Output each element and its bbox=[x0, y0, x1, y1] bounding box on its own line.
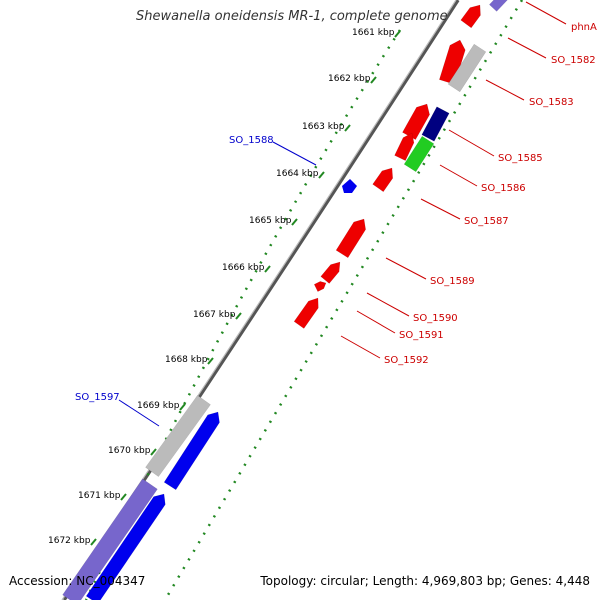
tick-label: 1667 kbp bbox=[193, 310, 236, 320]
gene-arrow bbox=[62, 478, 158, 600]
gene-arrow bbox=[293, 297, 319, 329]
gene-arrow bbox=[85, 493, 166, 600]
gene-label: SO_1592 bbox=[384, 355, 429, 366]
tick-mark bbox=[207, 357, 214, 365]
tick-mark bbox=[235, 312, 242, 320]
tick-mark bbox=[344, 124, 351, 132]
tick-mark bbox=[370, 76, 377, 84]
gene-arrow bbox=[145, 394, 211, 478]
gene-leader-line bbox=[448, 129, 495, 157]
gene-label: SO_1591 bbox=[399, 330, 444, 341]
tick-track-inner bbox=[84, 29, 402, 600]
gene-leader-line bbox=[366, 292, 410, 317]
tick-label: 1665 kbp bbox=[249, 216, 292, 226]
gene-label: SO_1582 bbox=[551, 55, 596, 66]
gene-label: SO_1587 bbox=[464, 216, 509, 227]
gene-label: SO_1583 bbox=[529, 97, 574, 108]
gene-arrow bbox=[394, 132, 415, 161]
map-title: Shewanella oneidensis MR-1, complete gen… bbox=[136, 9, 448, 24]
gene-arrow bbox=[163, 411, 220, 491]
gene-leader-line bbox=[525, 1, 567, 25]
gene-label: SO_1590 bbox=[413, 313, 458, 324]
gene-label: SO_1588 bbox=[229, 135, 274, 146]
gene-leader-line bbox=[272, 141, 317, 166]
gene-arrow bbox=[313, 281, 327, 292]
tick-label: 1671 kbp bbox=[78, 491, 121, 501]
gene-arrow bbox=[403, 135, 435, 173]
tick-mark bbox=[264, 265, 271, 273]
gene-arrow bbox=[372, 167, 393, 193]
tick-mark bbox=[90, 538, 97, 546]
gene-leader-line bbox=[420, 198, 461, 220]
gene-arrow bbox=[402, 103, 430, 141]
tick-mark bbox=[291, 218, 298, 226]
gene-leader-line bbox=[385, 257, 427, 280]
tick-label: 1661 kbp bbox=[352, 28, 395, 38]
gene-arrow bbox=[421, 106, 450, 142]
tick-label: 1672 kbp bbox=[48, 536, 91, 546]
gene-label: phnA bbox=[571, 22, 597, 33]
tick-mark bbox=[318, 171, 325, 179]
gene-arrow bbox=[489, 0, 508, 12]
gene-arrow bbox=[447, 43, 487, 93]
accession-text: Accession: NC_004347 bbox=[9, 574, 146, 588]
gene-label: SO_1586 bbox=[481, 183, 526, 194]
gene-arrow bbox=[335, 218, 366, 259]
tick-mark bbox=[120, 493, 127, 501]
tick-mark bbox=[150, 448, 157, 456]
gene-arrow bbox=[342, 179, 357, 193]
tick-mark bbox=[394, 30, 401, 38]
gene-arrow bbox=[320, 261, 341, 284]
tick-mark bbox=[179, 403, 186, 411]
tick-label: 1664 kbp bbox=[276, 169, 319, 179]
gene-leader-line bbox=[340, 335, 381, 359]
tick-label: 1670 kbp bbox=[108, 446, 151, 456]
gene-label: SO_1585 bbox=[498, 153, 543, 164]
gene-arrow bbox=[460, 4, 481, 29]
tick-label: 1662 kbp bbox=[328, 74, 371, 84]
genome-info-text: Topology: circular; Length: 4,969,803 bp… bbox=[260, 574, 590, 588]
gene-leader-line bbox=[507, 37, 547, 59]
gene-leader-line bbox=[439, 164, 478, 187]
tick-track-outer bbox=[163, 0, 524, 600]
tick-label: 1666 kbp bbox=[222, 263, 265, 273]
gene-arrow bbox=[439, 39, 466, 85]
tick-label: 1668 kbp bbox=[165, 355, 208, 365]
tick-label: 1663 kbp bbox=[302, 122, 345, 132]
gene-label: SO_1589 bbox=[430, 276, 475, 287]
gene-label: SO_1597 bbox=[75, 392, 120, 403]
gene-leader-line bbox=[485, 79, 525, 101]
tick-label: 1669 kbp bbox=[137, 401, 180, 411]
gene-leader-line bbox=[356, 310, 396, 334]
gene-leader-line bbox=[118, 399, 160, 427]
